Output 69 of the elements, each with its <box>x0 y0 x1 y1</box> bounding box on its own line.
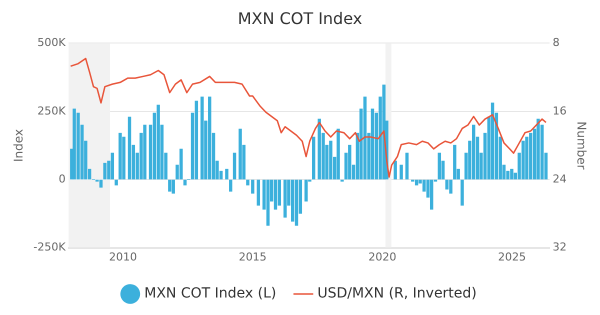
bar <box>72 108 76 180</box>
bar <box>232 152 236 180</box>
bar <box>172 180 175 194</box>
y2-tick-label: 32 <box>552 240 567 254</box>
bar <box>283 180 287 218</box>
bar <box>525 136 528 180</box>
bar <box>536 118 540 180</box>
bar <box>438 152 442 180</box>
bar <box>76 112 80 180</box>
bar <box>225 168 228 180</box>
bar <box>200 96 204 180</box>
bar <box>156 104 160 180</box>
bar <box>256 180 260 206</box>
bar <box>110 152 114 180</box>
bar <box>430 180 434 210</box>
bar <box>128 116 132 180</box>
bar <box>472 124 476 180</box>
bar <box>179 148 183 180</box>
bar <box>449 180 452 194</box>
y2-tick-label: 8 <box>552 36 560 50</box>
y-tick-label: 250K <box>37 104 66 118</box>
y-axis-title: Index <box>11 128 26 162</box>
y-tick-label: 0 <box>58 172 66 186</box>
x-tick-label: 2010 <box>109 250 138 264</box>
x-tick-label: 2020 <box>368 250 396 264</box>
bar <box>318 118 321 180</box>
bar <box>414 180 418 186</box>
bar <box>103 162 107 180</box>
bar <box>266 180 270 226</box>
y2-tick-label: 24 <box>552 172 567 186</box>
chart-title: MXN COT Index <box>238 8 362 28</box>
bar <box>405 152 409 180</box>
bar <box>183 180 187 186</box>
x-tick-label: 2025 <box>498 250 526 264</box>
x-tick-label: 2015 <box>238 250 267 264</box>
bar <box>278 180 282 206</box>
y-tick-label: 500K <box>37 36 66 50</box>
bar <box>114 180 118 186</box>
bar <box>143 124 146 180</box>
bar <box>304 180 308 202</box>
bar <box>274 180 278 210</box>
bar <box>229 180 232 192</box>
bar <box>122 136 126 180</box>
bar <box>168 180 172 192</box>
bar <box>329 140 332 180</box>
y2-tick-label: 16 <box>552 104 567 118</box>
y2-axis-title: Number <box>574 121 589 170</box>
bar <box>370 108 374 180</box>
bar <box>400 164 403 180</box>
bar <box>453 144 456 180</box>
bar <box>118 132 122 180</box>
bar <box>336 128 340 180</box>
bar <box>312 136 316 180</box>
legend-label: USD/MXN (R, Inverted) <box>317 286 477 302</box>
bar <box>194 100 198 180</box>
bar <box>294 180 298 226</box>
bar <box>291 180 294 222</box>
bar <box>510 168 514 180</box>
bar <box>529 132 532 180</box>
bar <box>460 180 464 206</box>
bar <box>363 96 367 180</box>
bar <box>445 180 449 190</box>
bar <box>394 160 397 180</box>
bar <box>208 96 212 180</box>
bar <box>348 144 352 180</box>
bar <box>238 128 242 180</box>
legend-label: MXN COT Index (L) <box>144 286 276 302</box>
bar <box>522 140 525 180</box>
y-tick-label: -250K <box>33 240 66 254</box>
